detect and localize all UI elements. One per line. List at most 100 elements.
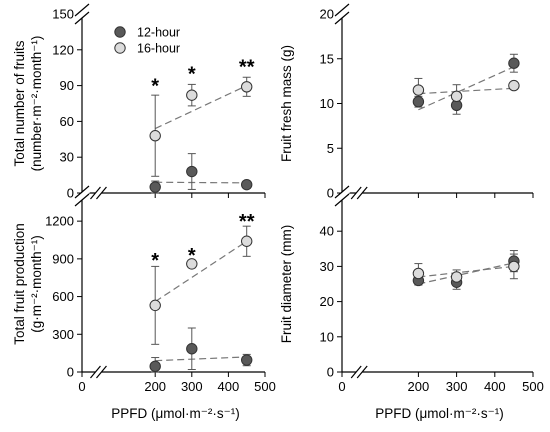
x-tick-label: 500 [254, 379, 276, 394]
trend-line-h16 [418, 265, 514, 278]
data-point-h12 [241, 354, 253, 366]
trend-line-h12 [418, 66, 515, 111]
y-tick-label: 0 [327, 186, 334, 201]
y-tick-label: 20 [320, 7, 334, 22]
data-point-h12 [508, 57, 520, 69]
axis-break [74, 185, 90, 199]
axis-break [74, 11, 90, 25]
legend-label-h16: 16-hour [137, 42, 180, 56]
data-point-h16 [149, 130, 161, 142]
y-tick-label: 1200 [45, 214, 74, 229]
axis-break [96, 365, 107, 379]
y-axis-label: Fruit fresh mass (g) [279, 45, 294, 162]
axis-break [356, 186, 368, 200]
y-tick-label: 30 [60, 150, 74, 165]
data-point-h16 [186, 89, 198, 101]
data-point-h16 [186, 258, 198, 270]
legend-marker-h12 [114, 26, 126, 38]
data-point-h16 [412, 267, 425, 280]
y-tick-label: 900 [52, 251, 74, 266]
x-tick-label: 300 [446, 379, 468, 394]
trend-line-h12 [155, 181, 247, 184]
y-axis-label: Fruit diameter (mm) [279, 225, 294, 344]
y-tick-label: 30 [320, 259, 334, 274]
x-tick-label: 300 [181, 379, 203, 394]
significance-marker: * [188, 245, 196, 267]
x-tick-label: 0 [338, 379, 345, 394]
significance-marker: * [151, 76, 159, 98]
y-tick-label: 60 [60, 114, 74, 129]
data-point-h16 [508, 79, 520, 92]
data-point-h16 [149, 299, 161, 312]
x-axis-label: PPFD (μmol·m⁻²·s⁻¹) [375, 406, 504, 421]
y-tick-label: 20 [320, 294, 334, 309]
y-tick-label: 150 [52, 7, 74, 22]
trend-line-h16 [154, 240, 248, 303]
data-point-h12 [186, 343, 198, 355]
x-tick-label: 200 [144, 379, 166, 394]
data-point-h16 [241, 235, 253, 247]
axis-break [334, 3, 350, 17]
y-axis-label: (number·m⁻²·month⁻¹) [29, 36, 44, 172]
axis-break [90, 363, 107, 381]
y-tick-label: 90 [60, 78, 74, 93]
trend-line-h12 [418, 262, 515, 285]
y-tick-label: 120 [52, 42, 74, 57]
axis-break [351, 184, 368, 202]
data-point-h12 [186, 165, 198, 178]
y-tick-label: 0 [67, 186, 74, 201]
data-point-h16 [450, 271, 463, 283]
y-tick-label: 300 [52, 327, 74, 342]
x-axis-label: PPFD (μmol·m⁻²·s⁻¹) [111, 406, 240, 421]
significance-marker: * [151, 250, 159, 272]
axis-break [334, 193, 350, 207]
legend-label-h12: 12-hour [137, 26, 180, 40]
axis-break [351, 363, 368, 381]
y-axis-label: Total fruit production [12, 223, 27, 345]
axis-break [334, 11, 350, 25]
axis-break [350, 186, 362, 200]
data-point-h16 [241, 81, 253, 93]
axis-break [333, 188, 351, 204]
y-tick-label: 10 [320, 329, 334, 344]
significance-marker: ** [239, 211, 255, 233]
data-point-h12 [149, 181, 161, 193]
data-point-h16 [508, 260, 520, 273]
data-point-h12 [149, 360, 161, 373]
data-point-h12 [241, 178, 253, 191]
data-point-h12 [412, 96, 425, 108]
y-tick-label: 5 [327, 141, 334, 156]
data-point-h16 [450, 90, 463, 103]
panel-a: 0 30 60 90 120 150 Total number of fruits (numb… [12, 3, 266, 202]
x-tick-label: 200 [408, 379, 430, 394]
x-tick-label: 400 [484, 379, 506, 394]
y-axis-label: Total number of fruits [12, 40, 27, 166]
trend-line-h16 [418, 87, 514, 95]
axis-break [96, 186, 107, 200]
significance-marker: * [188, 64, 196, 86]
trend-line-h12 [155, 356, 247, 362]
trend-line-h16 [154, 85, 247, 130]
x-tick-label: 500 [522, 379, 544, 394]
axis-break [73, 6, 91, 22]
axis-break [333, 6, 351, 22]
axis-break [90, 186, 101, 200]
axis-break [90, 184, 107, 202]
axis-break [74, 193, 90, 207]
axis-break [356, 365, 368, 379]
panel-b: 0 5 10 15 20 Fruit fresh mass (g) [279, 3, 534, 202]
panel-c: 0 300 600 900 1200 0 200 300 400 500 Total fruit p… [12, 185, 276, 421]
y-tick-label: 40 [320, 224, 334, 239]
x-tick-label: 400 [218, 379, 240, 394]
axis-break [90, 365, 101, 379]
legend-marker-h16 [114, 42, 126, 54]
y-tick-label: 600 [52, 289, 74, 304]
axis-break [334, 185, 350, 199]
legend: 12-hour 16-hour [114, 26, 180, 56]
axis-break [73, 188, 91, 204]
y-tick-label: 15 [320, 51, 334, 66]
x-tick-label: 0 [78, 379, 85, 394]
axis-break [350, 365, 362, 379]
